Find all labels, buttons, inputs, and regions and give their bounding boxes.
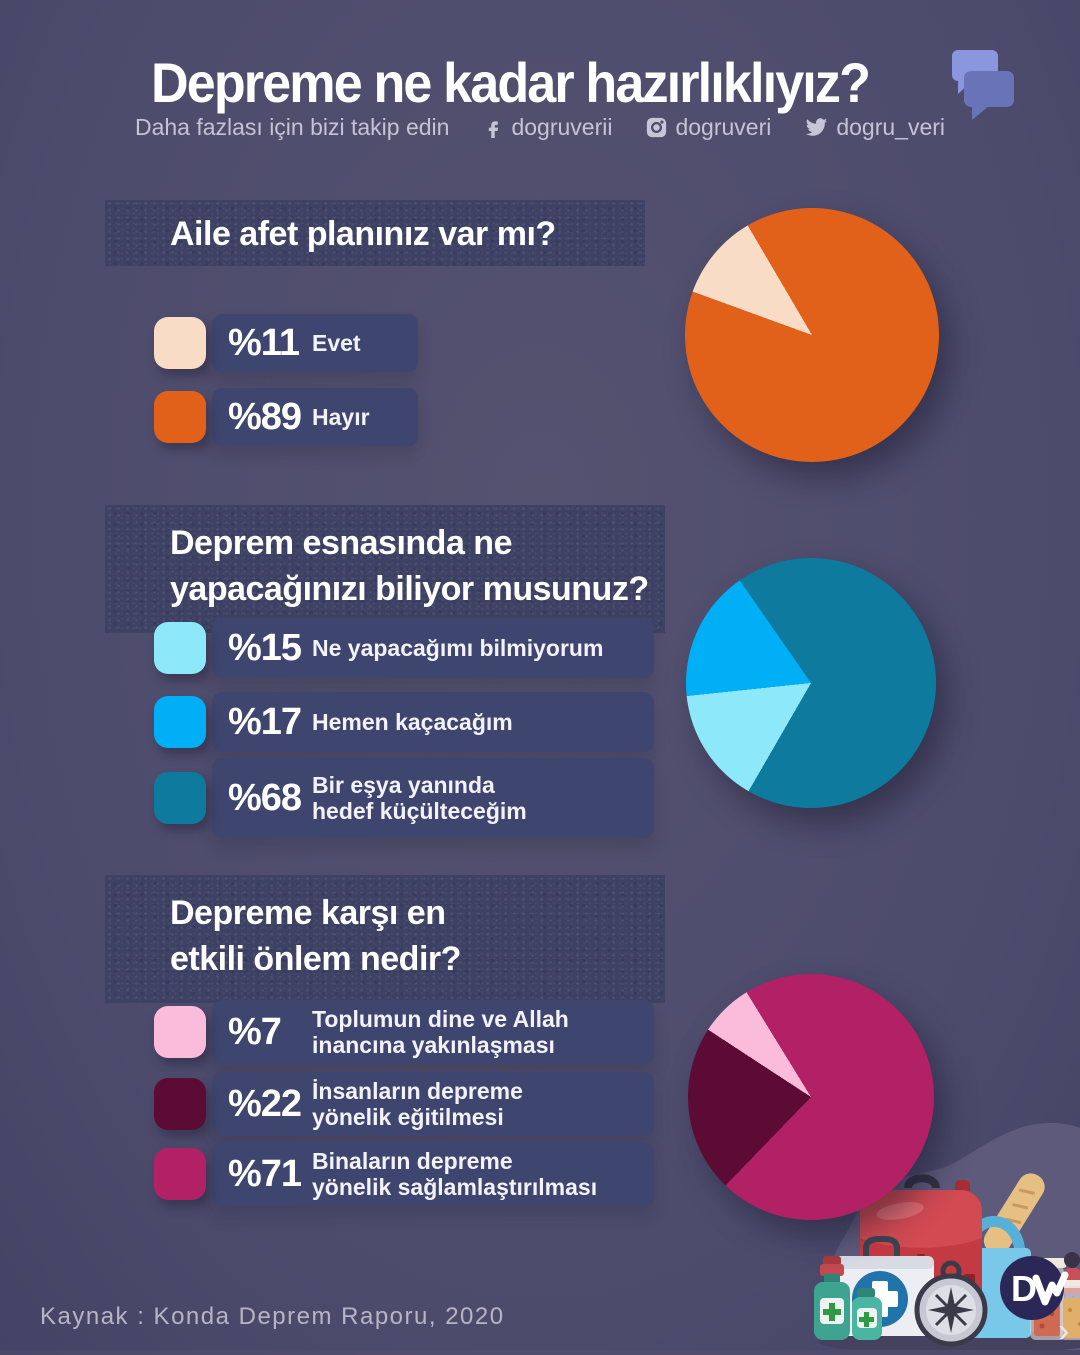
legend-percent: %71 [228, 1152, 302, 1195]
source-text: Kaynak : Konda Deprem Raporu, 2020 [40, 1303, 505, 1330]
legend-row: %15 Ne yapacağımı bilmiyorum [154, 618, 654, 678]
baguette [983, 1173, 1045, 1255]
medicine-bottle-small [852, 1288, 882, 1340]
legend-percent: %22 [228, 1082, 302, 1125]
legend-percent: %68 [228, 776, 302, 819]
social-instagram[interactable]: dogruveri [646, 114, 771, 141]
emergency-kit-illustration: D › [808, 1118, 1080, 1354]
legend-swatch [154, 1006, 206, 1058]
facebook-handle: dogruverii [511, 114, 613, 140]
legend-row: %68 Bir eşya yanında hedef küçülteceğim [154, 758, 654, 838]
legend-percent: %15 [228, 626, 302, 669]
legend-row: %89 Hayır [154, 388, 418, 446]
instagram-icon [646, 117, 667, 138]
backpack-handle [904, 1174, 940, 1190]
question-band-2 [105, 505, 665, 633]
pie-chart-effective-precaution [688, 974, 934, 1220]
twitter-handle: dogru_veri [836, 114, 946, 140]
legend-label: Binaların depreme yönelik sağlamlaştırıl… [312, 1148, 598, 1200]
legend-label: Evet [312, 330, 361, 356]
follow-row: Daha fazlası için bizi takip edin dogruv… [0, 114, 1080, 141]
legend-row: %71 Binaların depreme yönelik sağlamlaşt… [154, 1142, 654, 1206]
page-title: Depreme ne kadar hazırlıklıyız? [150, 51, 871, 114]
first-aid-handle [863, 1236, 900, 1258]
legend-label: Hayır [312, 404, 370, 430]
legend-row: %7 Toplumun dine ve Allah inancına yakın… [154, 1000, 654, 1064]
follow-text: Daha fazlası için bizi takip edin [134, 114, 450, 140]
legend-percent: %7 [228, 1010, 282, 1053]
legend-label: Ne yapacağımı bilmiyorum [312, 635, 604, 661]
legend-row: %22 İnsanların depreme yönelik eğitilmes… [154, 1072, 654, 1136]
legend-percent: %11 [228, 321, 300, 364]
legend-label: Toplumun dine ve Allah inancına yakınlaş… [312, 1006, 569, 1058]
legend-swatch [154, 772, 206, 824]
legend-percent: %17 [228, 700, 302, 743]
food-jar-2 [1058, 1280, 1080, 1340]
backpack-flap [860, 1190, 982, 1248]
pie-chart-earthquake-knowledge [686, 558, 936, 808]
question-3: Depreme karşı en etkili önlem nedir? [170, 894, 461, 978]
legend-swatch [154, 1078, 206, 1130]
social-twitter[interactable]: dogru_veri [805, 114, 945, 141]
legend-row: %17 Hemen kaçacağım [154, 692, 654, 752]
legend-label: Bir eşya yanında hedef küçülteceğim [312, 772, 527, 824]
medicine-bottle-large [814, 1256, 850, 1340]
legend-label: İnsanların depreme yönelik eğitilmesi [312, 1078, 523, 1130]
question-2: Deprem esnasında ne yapacağınızı biliyor… [170, 524, 649, 608]
speech-bubbles-icon [934, 50, 1014, 124]
legend-row: %11 Evet [154, 314, 418, 372]
dv-logo: D [1000, 1256, 1069, 1320]
question-band-1 [105, 200, 645, 266]
twitter-icon [805, 117, 828, 138]
legend-swatch [154, 391, 206, 443]
legend-swatch [154, 622, 206, 674]
svg-text:D: D [1011, 1268, 1037, 1309]
facebook-icon [483, 117, 503, 139]
question-band-3 [105, 875, 665, 1003]
chevron-right-icon: › [1058, 1312, 1069, 1350]
legend-swatch [154, 317, 206, 369]
legend-swatch [154, 696, 206, 748]
legend-label: Hemen kaçacağım [312, 709, 513, 735]
social-facebook[interactable]: dogruverii [483, 114, 612, 141]
instagram-handle: dogruveri [675, 114, 772, 140]
question-1: Aile afet planınız var mı? [170, 215, 556, 253]
legend-percent: %89 [228, 395, 302, 438]
pie-chart-family-plan [685, 208, 939, 462]
legend-swatch [154, 1148, 206, 1200]
